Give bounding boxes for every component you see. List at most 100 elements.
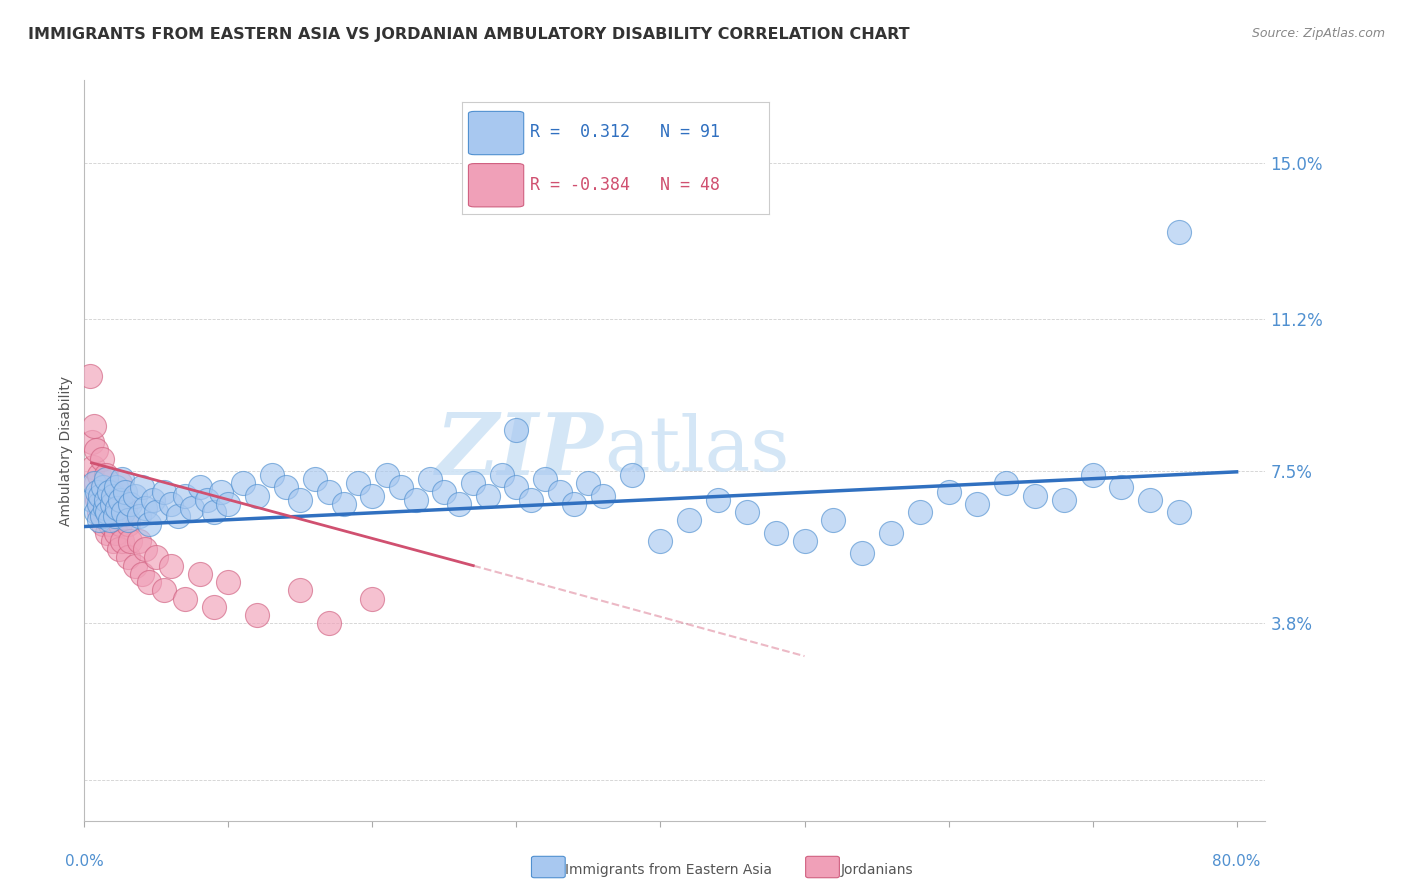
Point xyxy=(138,575,160,590)
Point xyxy=(105,481,128,495)
Point xyxy=(1168,505,1191,519)
Point xyxy=(108,542,131,557)
Text: atlas: atlas xyxy=(605,414,789,487)
Point xyxy=(578,476,600,491)
Point xyxy=(592,489,614,503)
Point xyxy=(405,492,427,507)
Point xyxy=(128,509,150,524)
Point xyxy=(111,472,134,486)
Point xyxy=(880,525,903,540)
Point xyxy=(678,513,700,527)
Point xyxy=(90,509,112,524)
Point xyxy=(260,468,283,483)
Point xyxy=(83,476,105,491)
Point xyxy=(152,484,174,499)
Point xyxy=(110,492,132,507)
Point xyxy=(1111,481,1133,495)
Text: ZIP: ZIP xyxy=(436,409,605,492)
Point xyxy=(375,468,398,483)
Point xyxy=(117,517,139,532)
Point xyxy=(134,542,156,557)
Point xyxy=(202,505,225,519)
Point xyxy=(124,558,146,573)
Point xyxy=(159,558,181,573)
Text: 0.0%: 0.0% xyxy=(65,854,104,869)
Point xyxy=(152,583,174,598)
Point xyxy=(114,501,136,516)
Point xyxy=(86,484,108,499)
Point xyxy=(491,468,513,483)
Point xyxy=(87,513,110,527)
Point xyxy=(110,517,132,532)
Point xyxy=(361,591,384,606)
Point xyxy=(995,476,1018,491)
Point xyxy=(1053,492,1076,507)
Point xyxy=(89,489,111,503)
Point xyxy=(90,501,112,516)
Text: Immigrants from Eastern Asia: Immigrants from Eastern Asia xyxy=(565,863,772,877)
Point xyxy=(209,484,232,499)
Point xyxy=(79,369,101,384)
Point xyxy=(97,484,120,499)
Point xyxy=(1168,226,1191,240)
Point xyxy=(735,505,758,519)
Point xyxy=(361,489,384,503)
Point xyxy=(94,472,117,486)
Point xyxy=(389,481,412,495)
Point xyxy=(87,497,110,511)
Point xyxy=(908,505,931,519)
Point xyxy=(94,509,117,524)
Point xyxy=(195,492,218,507)
Point xyxy=(707,492,730,507)
Point xyxy=(142,492,165,507)
Point xyxy=(105,525,128,540)
Point xyxy=(1024,489,1046,503)
Point xyxy=(966,497,988,511)
Point xyxy=(131,566,153,581)
Point xyxy=(419,472,441,486)
Point xyxy=(131,481,153,495)
Point xyxy=(89,484,111,499)
Point xyxy=(124,489,146,503)
Point xyxy=(167,509,190,524)
Point xyxy=(138,517,160,532)
Point xyxy=(114,484,136,499)
Point xyxy=(87,505,110,519)
Point xyxy=(90,451,112,466)
Point xyxy=(110,476,132,491)
Point xyxy=(83,418,105,433)
Point xyxy=(107,492,129,507)
Point xyxy=(477,489,499,503)
Point xyxy=(232,476,254,491)
Point xyxy=(101,489,124,503)
Point xyxy=(332,497,354,511)
Point xyxy=(318,484,340,499)
Point xyxy=(1081,468,1104,483)
Point xyxy=(304,472,326,486)
Point xyxy=(128,533,150,548)
Point xyxy=(620,468,643,483)
Point xyxy=(548,484,571,499)
Point xyxy=(505,423,527,437)
Point xyxy=(318,616,340,631)
Point xyxy=(202,599,225,614)
Point xyxy=(274,481,297,495)
Point xyxy=(347,476,370,491)
Point xyxy=(104,509,127,524)
Point xyxy=(145,550,167,565)
Point xyxy=(562,497,585,511)
Point xyxy=(91,517,114,532)
Point xyxy=(98,513,121,527)
Point xyxy=(111,533,134,548)
Text: Jordanians: Jordanians xyxy=(841,863,914,877)
Y-axis label: Ambulatory Disability: Ambulatory Disability xyxy=(59,376,73,525)
Point xyxy=(97,501,120,516)
Point xyxy=(96,525,118,540)
Point xyxy=(104,509,127,524)
Point xyxy=(84,443,107,458)
Point xyxy=(246,489,269,503)
Point xyxy=(520,492,543,507)
Point xyxy=(217,497,239,511)
Point xyxy=(246,607,269,622)
Point xyxy=(91,481,114,495)
